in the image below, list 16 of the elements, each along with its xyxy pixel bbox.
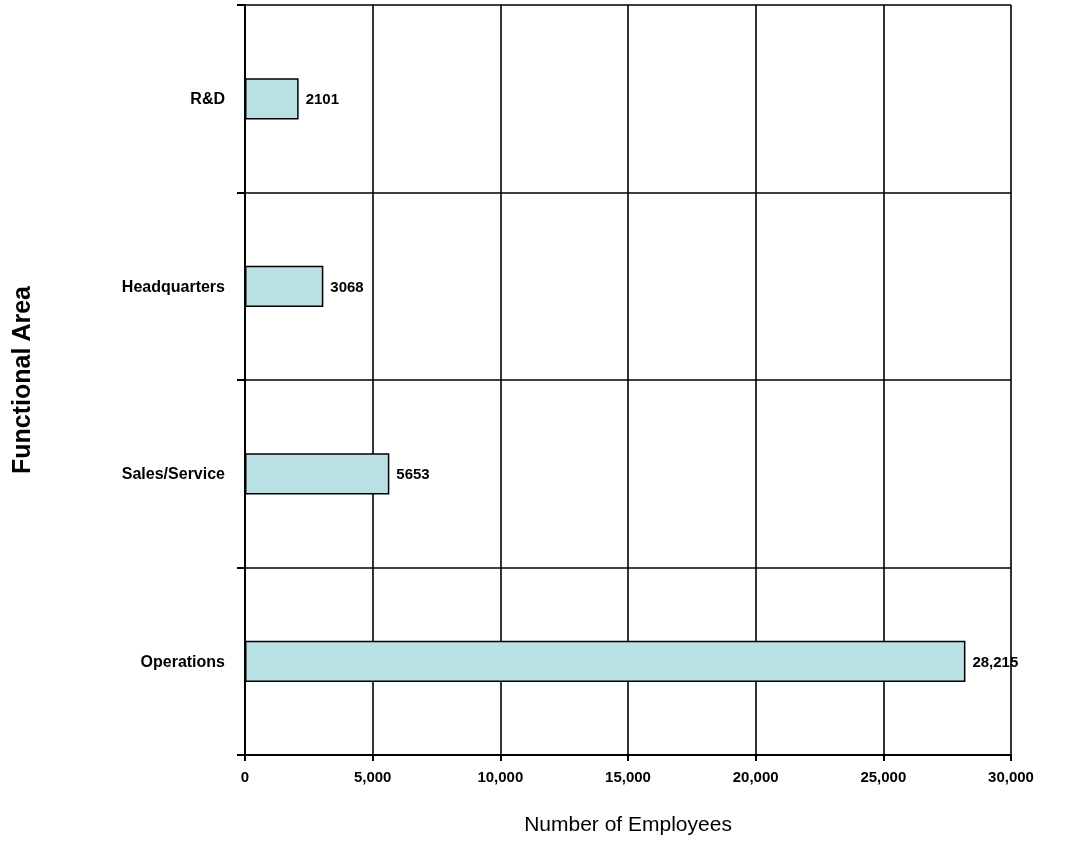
x-tick-label: 0: [240, 768, 250, 785]
y-tick-label: Operations: [140, 652, 226, 670]
x-tick-label: 15,000: [605, 768, 651, 785]
y-tick-label: R&D: [190, 90, 225, 108]
x-tick-label: 30,000: [988, 768, 1034, 785]
x-tick-label: 10,000: [477, 768, 524, 785]
x-tick-label: 20,000: [732, 768, 779, 785]
y-tick-label: Headquarters: [121, 277, 226, 295]
data-label: 5653: [396, 465, 430, 483]
y-tick-label: Sales/Service: [121, 465, 226, 483]
data-label: 3068: [330, 277, 364, 295]
y-axis-title: Functional Area: [6, 284, 35, 474]
data-label: 2101: [305, 90, 340, 108]
x-tick-label: 5,000: [353, 768, 392, 785]
x-axis-title: Number of Employees: [524, 812, 732, 835]
x-tick-label: 25,000: [860, 768, 907, 785]
